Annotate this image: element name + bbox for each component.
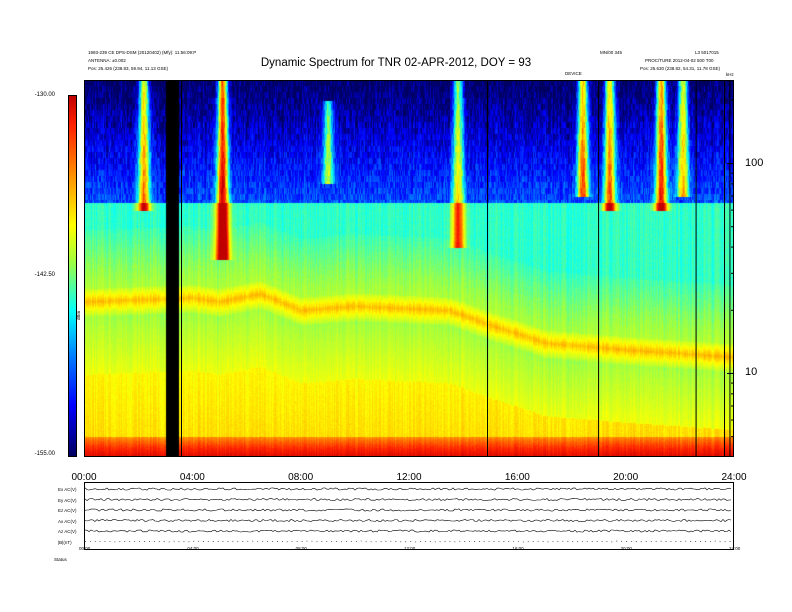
plot-frame: [84, 80, 734, 457]
colorbar: [68, 95, 77, 457]
subpanel-x-tick-label: 24:00: [729, 546, 741, 551]
x-tick-label: 24:00: [721, 472, 747, 483]
subpanel-row-label: |B|(nT): [58, 539, 72, 545]
spectrogram-canvas: [84, 80, 734, 457]
x-tick-label: 12:00: [396, 472, 422, 483]
subpanel-x-tick-label: 20:00: [620, 546, 632, 551]
x-tick-label: 16:00: [504, 472, 530, 483]
colorbar-tick-top: -130.00: [34, 92, 55, 98]
subpanel-x-tick-label: 16:00: [512, 546, 524, 551]
y-tick-label: 100: [745, 156, 764, 169]
x-tick-label: 00:00: [71, 472, 97, 483]
colorbar-tick-bottom: -155.00: [34, 451, 55, 457]
subpanel-row-label: Az AC(V): [58, 529, 77, 534]
header-info-right-4: Pos: 25.630 (238.82, 54.31, 11.78 GSE): [640, 66, 720, 71]
header-info-left-1: 1993-239 CE DPS-DSM (20120402) (Mfy): 11…: [88, 50, 197, 55]
subpanel-trace: [84, 529, 732, 533]
subpanel-timeseries: [84, 482, 734, 550]
colorbar-unit-label: dBm: [76, 310, 81, 320]
header-info-right-3: PROC/TURE 2012-04-02 500 T00: [645, 58, 714, 63]
subpanel-trace: [84, 508, 732, 512]
subpanel-x-tick-label: 08:00: [295, 546, 307, 551]
subpanel-trace: [84, 487, 732, 491]
subpanel-x-tick-label: 12:00: [404, 546, 416, 551]
subpanel-row-label: Ey AC(V): [58, 497, 77, 503]
marker-label: DEVICE: [565, 71, 582, 76]
chart-title: Dynamic Spectrum for TNR 02-APR-2012, DO…: [260, 57, 532, 69]
subpanel-trace: [84, 498, 732, 502]
header-info-left-2: ANTENNA: ±0.002: [88, 58, 126, 63]
header-info-right-1: MN/00 345: [600, 50, 623, 55]
subpanel-row-label: Ex AC(V): [58, 487, 77, 492]
corner-label: kHz: [726, 72, 734, 77]
x-tick-label: 08:00: [288, 472, 314, 483]
subpanel-frame: [84, 482, 734, 550]
subpanel-row-label: Ax AC(V): [58, 518, 77, 524]
subpanel-trace: [84, 518, 732, 522]
y-tick-label: 10: [745, 366, 758, 379]
header-info-left-3: Pos: 25.426 (238.83, 59.94, 11.13 GSE): [88, 66, 168, 71]
subpanel-trace: [84, 540, 732, 543]
subpanel-x-tick-label: 04:00: [187, 546, 199, 551]
x-tick-label: 04:00: [179, 472, 205, 483]
subpanel-x-tick-label: 00:00: [79, 546, 91, 551]
spectrogram-plot: [84, 80, 734, 457]
colorbar-tick-mid: -142.50: [34, 272, 55, 278]
x-tick-label: 20:00: [613, 472, 639, 483]
subpanel-row-label: Ez AC(V): [58, 508, 77, 513]
status-label: Status: [54, 557, 67, 562]
spectrogram-overlay: [84, 80, 734, 457]
header-info-right-2: L3 5017015: [695, 50, 719, 55]
